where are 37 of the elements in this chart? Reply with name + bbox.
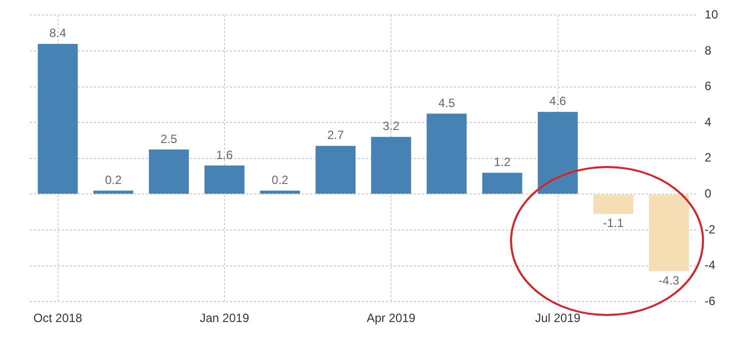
bar bbox=[260, 190, 300, 194]
data-label: 8.4 bbox=[49, 26, 66, 40]
x-tick-label: Oct 2018 bbox=[33, 311, 82, 326]
bar bbox=[426, 114, 467, 194]
bar bbox=[593, 194, 634, 214]
y-tick-label: 8 bbox=[704, 43, 712, 58]
data-label: 1.6 bbox=[216, 148, 234, 162]
bar bbox=[538, 112, 578, 194]
y-tick-label: 0 bbox=[704, 186, 712, 201]
bar bbox=[93, 190, 134, 194]
bar bbox=[648, 194, 689, 272]
y-tick-label: -4 bbox=[704, 258, 716, 272]
data-label: 2.7 bbox=[327, 128, 344, 142]
bar bbox=[482, 172, 522, 194]
data-label: 1.2 bbox=[494, 155, 511, 170]
bar bbox=[204, 166, 244, 194]
data-label: 0.2 bbox=[104, 172, 122, 187]
y-tick-label: 4 bbox=[704, 114, 712, 129]
x-tick-label: Jan 2019 bbox=[200, 311, 250, 326]
data-label: -1.1 bbox=[602, 216, 624, 230]
bar bbox=[316, 146, 356, 194]
y-tick-label: -6 bbox=[704, 294, 716, 308]
bar bbox=[148, 149, 189, 194]
bar bbox=[38, 44, 78, 194]
data-label: 2.5 bbox=[160, 132, 178, 146]
data-label: 0.2 bbox=[272, 172, 289, 187]
y-tick-label: 10 bbox=[704, 8, 718, 22]
x-tick-label: Apr 2019 bbox=[366, 311, 416, 326]
data-label: 4.6 bbox=[549, 94, 566, 108]
bar bbox=[371, 136, 412, 194]
y-tick-label: 6 bbox=[704, 79, 712, 94]
x-tick-label: Jul 2019 bbox=[535, 311, 581, 326]
data-label: 3.2 bbox=[382, 119, 400, 134]
y-tick-label: 2 bbox=[704, 150, 712, 165]
data-label: -4.3 bbox=[658, 273, 680, 288]
data-label: 4.5 bbox=[438, 96, 456, 110]
y-tick-label: -2 bbox=[704, 222, 716, 236]
